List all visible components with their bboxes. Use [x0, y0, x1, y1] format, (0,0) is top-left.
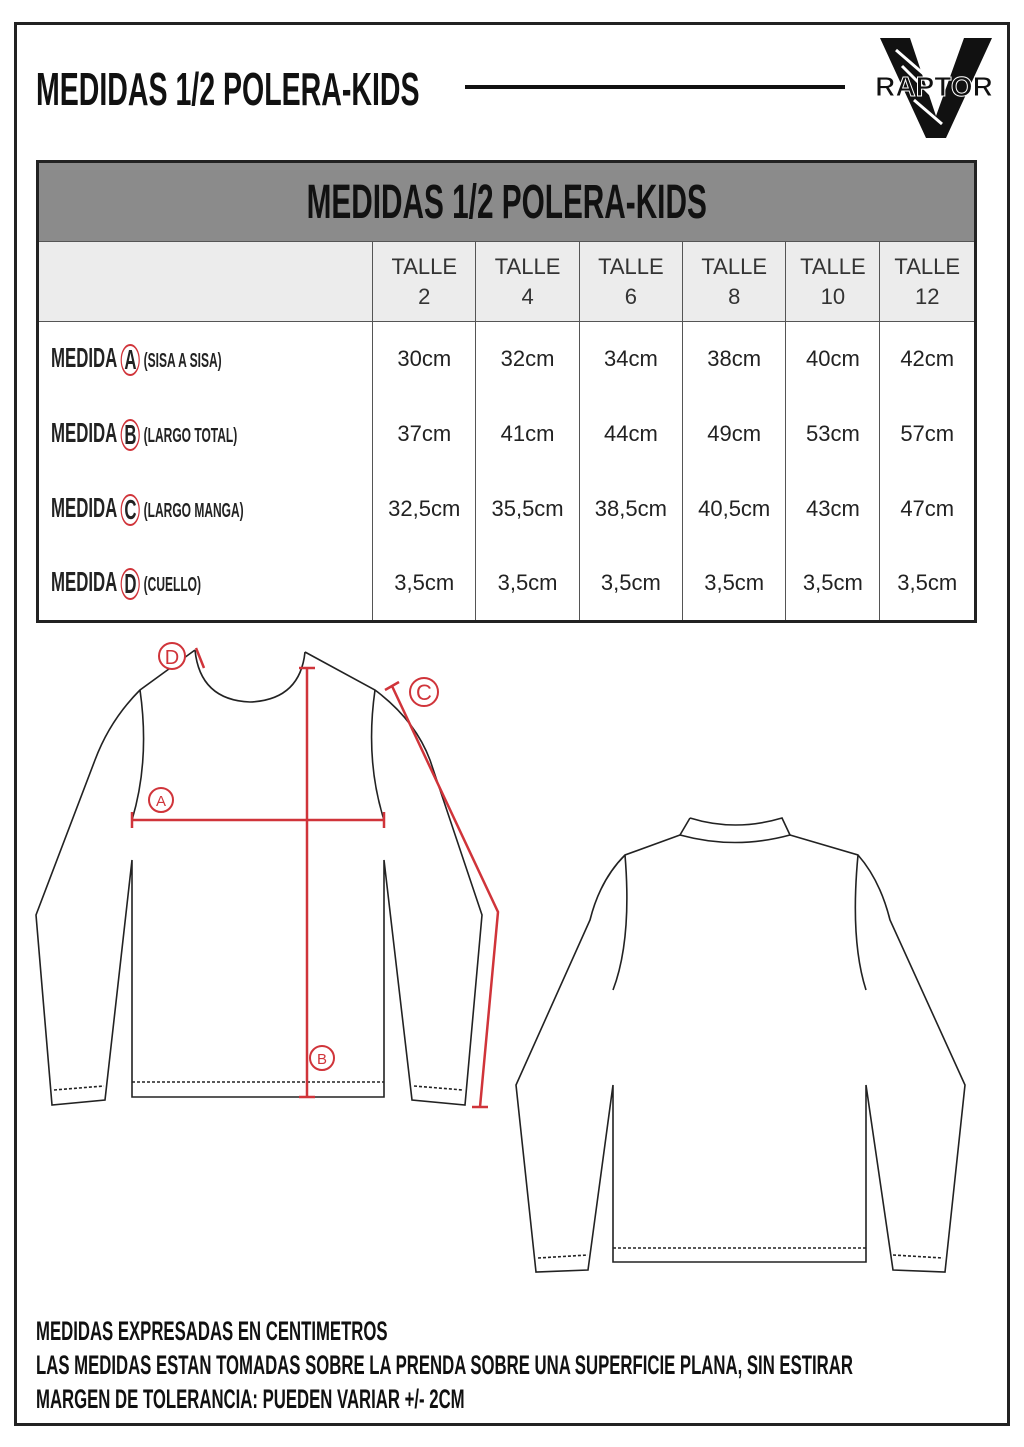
size-header: TALLE 6	[578, 241, 684, 322]
corner-cell	[36, 241, 374, 322]
page-title: MEDIDAS 1/2 POLERA-KIDS	[36, 63, 420, 115]
size-table: MEDIDAS 1/2 POLERA-KIDS TALLE 2 TALLE 4 TALL…	[36, 160, 977, 623]
measure-value: 35,5cm	[475, 471, 580, 547]
page-border	[14, 22, 1010, 1426]
measure-value: 53cm	[785, 396, 881, 472]
measure-value: 32cm	[475, 321, 580, 397]
title-rule	[465, 85, 845, 89]
measure-value: 3,5cm	[682, 546, 787, 622]
svg-text:D: D	[165, 647, 179, 669]
size-label: TALLE	[701, 253, 767, 279]
notes: MEDIDAS EXPRESADAS EN CENTIMETROS LAS ME…	[36, 1314, 1024, 1416]
table-row: MEDIDA C (LARGO MANGA) 32,5cm 35,5cm 38,5cm 40…	[36, 471, 976, 547]
measure-label: MEDIDA C (LARGO MANGA)	[36, 471, 374, 547]
measure-label: MEDIDA A (SISA A SISA)	[36, 321, 374, 397]
measure-value: 57cm	[879, 396, 976, 472]
size-number: 4	[521, 283, 534, 309]
measure-value: 44cm	[578, 396, 684, 472]
measure-value: 47cm	[879, 471, 976, 547]
size-label: TALLE	[894, 253, 961, 279]
note-line: MARGEN DE TOLERANCIA: PUEDEN VARIAR +/- …	[36, 1384, 465, 1414]
measure-value: 3,5cm	[372, 546, 477, 622]
size-label: TALLE	[800, 253, 866, 279]
measure-letter: D	[120, 568, 141, 601]
table-row: MEDIDA D (CUELLO) 3,5cm 3,5cm 3,5cm 3,5cm 3,5cm…	[36, 546, 976, 622]
measure-value: 3,5cm	[475, 546, 580, 622]
size-label: TALLE	[598, 253, 664, 279]
measure-letter: C	[120, 493, 141, 526]
size-header: TALLE 12	[879, 241, 976, 322]
measure-letter: A	[120, 344, 141, 377]
size-header: TALLE 8	[682, 241, 787, 322]
measure-label: MEDIDA D (CUELLO)	[36, 546, 374, 622]
measure-value: 3,5cm	[879, 546, 976, 622]
measure-markers: A B C D	[148, 642, 439, 1071]
measure-value: 42cm	[879, 321, 976, 397]
svg-text:RAPTOR: RAPTOR	[875, 71, 993, 102]
table-title: MEDIDAS 1/2 POLERA-KIDS	[37, 161, 976, 242]
front-shirt	[35, 649, 483, 1106]
measure-value: 43cm	[785, 471, 881, 547]
table-row: MEDIDA B (LARGO TOTAL) 37cm 41cm 44cm 49cm 53cm…	[36, 396, 976, 472]
size-number: 6	[624, 283, 637, 309]
svg-text:B: B	[317, 1051, 327, 1068]
measure-value: 38cm	[682, 321, 787, 397]
measure-value: 34cm	[578, 321, 684, 397]
svg-text:A: A	[156, 793, 166, 810]
size-number: 2	[418, 283, 431, 309]
back-shirt	[515, 817, 966, 1273]
size-header: TALLE 4	[475, 241, 580, 322]
measure-value: 38,5cm	[578, 471, 684, 547]
measure-value: 37cm	[372, 396, 477, 472]
size-header: TALLE 10	[785, 241, 881, 322]
table-row: MEDIDA A (SISA A SISA) 30cm 32cm 34cm 38cm 40cm…	[36, 321, 976, 397]
measure-lines	[130, 647, 500, 1109]
size-header: TALLE 2	[372, 241, 477, 322]
measure-value: 3,5cm	[785, 546, 881, 622]
measure-value: 40cm	[785, 321, 881, 397]
measure-value: 49cm	[682, 396, 787, 472]
measure-letter: B	[120, 418, 141, 451]
measure-value: 32,5cm	[372, 471, 477, 547]
size-number: 12	[914, 283, 940, 309]
measure-label: MEDIDA B (LARGO TOTAL)	[36, 396, 374, 472]
svg-text:C: C	[416, 680, 432, 705]
size-number: 10	[820, 283, 846, 309]
size-label: TALLE	[494, 253, 561, 279]
size-number: 8	[728, 283, 741, 309]
size-label: TALLE	[391, 253, 458, 279]
note-line: LAS MEDIDAS ESTAN TOMADAS SOBRE LA PREND…	[36, 1350, 853, 1380]
raptor-logo: RAPTOR	[875, 38, 993, 138]
measure-value: 3,5cm	[578, 546, 684, 622]
measure-value: 40,5cm	[682, 471, 787, 547]
note-line: MEDIDAS EXPRESADAS EN CENTIMETROS	[36, 1316, 388, 1346]
measure-value: 30cm	[372, 321, 477, 397]
